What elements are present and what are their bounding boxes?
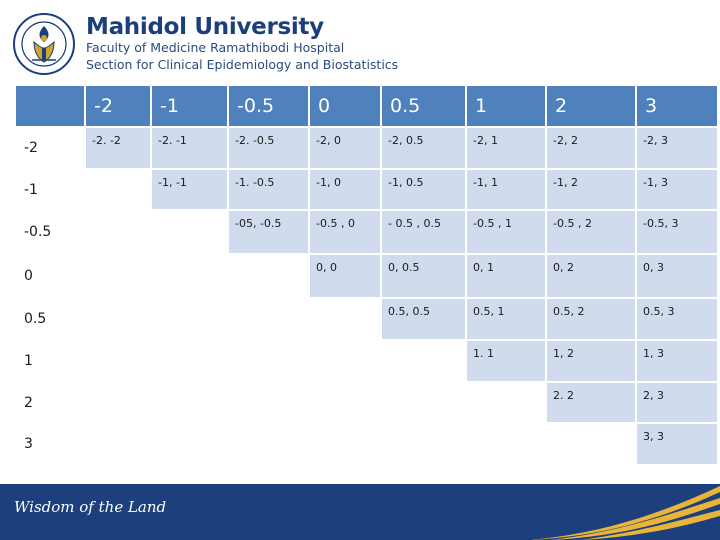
table-cell: 0, 0 (310, 255, 382, 299)
table-cell: 0.5, 0.5 (382, 299, 467, 341)
row-header: 0.5 (16, 299, 86, 341)
column-header: 3 (637, 86, 719, 128)
table-cell: -1, -1 (152, 170, 229, 211)
column-header: 0 (310, 86, 382, 128)
corner-cell (16, 86, 86, 128)
table-cell: -05, -0.5 (229, 211, 310, 255)
table-cell: -0.5 , 1 (467, 211, 547, 255)
table-cell (152, 299, 229, 341)
table-cell: - 0.5 , 0.5 (382, 211, 467, 255)
table-cell (86, 170, 152, 211)
table-cell: -1, 3 (637, 170, 719, 211)
table-cell (152, 255, 229, 299)
table-cell (467, 383, 547, 424)
table-cell: 0.5, 3 (637, 299, 719, 341)
table-cell: 1, 2 (547, 341, 637, 383)
column-header: -2 (86, 86, 152, 128)
table-cell: -2, 1 (467, 128, 547, 170)
table-cell (382, 383, 467, 424)
table-cell: 0, 0.5 (382, 255, 467, 299)
table-cell: -1, 1 (467, 170, 547, 211)
table-cell: 2, 3 (637, 383, 719, 424)
table-cell (310, 383, 382, 424)
table-row: 3 3, 3 (16, 424, 719, 466)
table-cell (86, 211, 152, 255)
row-header: -2 (16, 128, 86, 170)
table-cell: -2. -2 (86, 128, 152, 170)
table-cell (86, 383, 152, 424)
table-cell: -2, 2 (547, 128, 637, 170)
column-header: -0.5 (229, 86, 310, 128)
table-cell (152, 383, 229, 424)
combination-table: -2 -1 -0.5 0 0.5 1 2 3 -2 -2. -2 -2. -1 -2.… (16, 86, 719, 466)
table-cell (86, 341, 152, 383)
column-header: 0.5 (382, 86, 467, 128)
table-cell (86, 299, 152, 341)
gold-swoosh-decoration (530, 486, 720, 540)
table-cell: -2. -1 (152, 128, 229, 170)
faculty-name: Faculty of Medicine Ramathibodi Hospital (86, 40, 345, 55)
table-cell (229, 255, 310, 299)
table-cell: 0, 3 (637, 255, 719, 299)
table-row: -2 -2. -2 -2. -1 -2. -0.5 -2, 0 -2, 0.5 -2, 1… (16, 128, 719, 170)
row-header: 0 (16, 255, 86, 299)
table-cell (152, 341, 229, 383)
table-cell: 3, 3 (637, 424, 719, 466)
table-cell (86, 255, 152, 299)
header: Mahidol University Faculty of Medicine R… (0, 0, 720, 84)
table-cell: -1. -0.5 (229, 170, 310, 211)
table-cell (310, 341, 382, 383)
table-cell: 0.5, 2 (547, 299, 637, 341)
table-cell: -1, 0.5 (382, 170, 467, 211)
table-cell (229, 424, 310, 466)
row-header: 2 (16, 383, 86, 424)
row-header: -0.5 (16, 211, 86, 255)
mahidol-seal-logo (13, 13, 75, 75)
table-cell: 0, 2 (547, 255, 637, 299)
table-cell (310, 299, 382, 341)
table-cell (229, 299, 310, 341)
table-cell: -0.5, 3 (637, 211, 719, 255)
table-cell (547, 424, 637, 466)
row-header: 1 (16, 341, 86, 383)
table-cell: 1, 3 (637, 341, 719, 383)
column-header: 2 (547, 86, 637, 128)
table-row: 0 0, 0 0, 0.5 0, 1 0, 2 0, 3 (16, 255, 719, 299)
table-cell (152, 211, 229, 255)
table-cell: 2. 2 (547, 383, 637, 424)
column-header: 1 (467, 86, 547, 128)
header-row: -2 -1 -0.5 0 0.5 1 2 3 (16, 86, 719, 128)
table-row: 1 1. 1 1, 2 1, 3 (16, 341, 719, 383)
table-cell: 0, 1 (467, 255, 547, 299)
column-header: -1 (152, 86, 229, 128)
section-name: Section for Clinical Epidemiology and Bi… (86, 57, 399, 72)
table-cell: -0.5 , 2 (547, 211, 637, 255)
table-cell: -2, 3 (637, 128, 719, 170)
table-row: 2 2. 2 2, 3 (16, 383, 719, 424)
table-cell: -0.5 , 0 (310, 211, 382, 255)
table-cell (86, 424, 152, 466)
footer-motto: Wisdom of the Land (14, 498, 167, 516)
table-cell: -2. -0.5 (229, 128, 310, 170)
table-cell: -1, 2 (547, 170, 637, 211)
row-header: -1 (16, 170, 86, 211)
table-cell: -2, 0 (310, 128, 382, 170)
table-row: 0.5 0.5, 0.5 0.5, 1 0.5, 2 0.5, 3 (16, 299, 719, 341)
row-header: 3 (16, 424, 86, 466)
table-row: -0.5 -05, -0.5 -0.5 , 0- 0.5 , 0.5 -0.5 ,… (16, 211, 719, 255)
table-cell: 0.5, 1 (467, 299, 547, 341)
table-cell (152, 424, 229, 466)
table-cell (382, 341, 467, 383)
footer-banner: Wisdom of the Land (0, 484, 720, 540)
table-cell (310, 424, 382, 466)
table-cell (382, 424, 467, 466)
table-row: -1 -1, -1 -1. -0.5 -1, 0 -1, 0.5 -1, 1 -1, 2 -… (16, 170, 719, 211)
university-name: Mahidol University (86, 14, 324, 40)
table-cell: -1, 0 (310, 170, 382, 211)
table-cell (229, 383, 310, 424)
table-cell (467, 424, 547, 466)
table-cell: -2, 0.5 (382, 128, 467, 170)
table-cell (229, 341, 310, 383)
table-cell: 1. 1 (467, 341, 547, 383)
